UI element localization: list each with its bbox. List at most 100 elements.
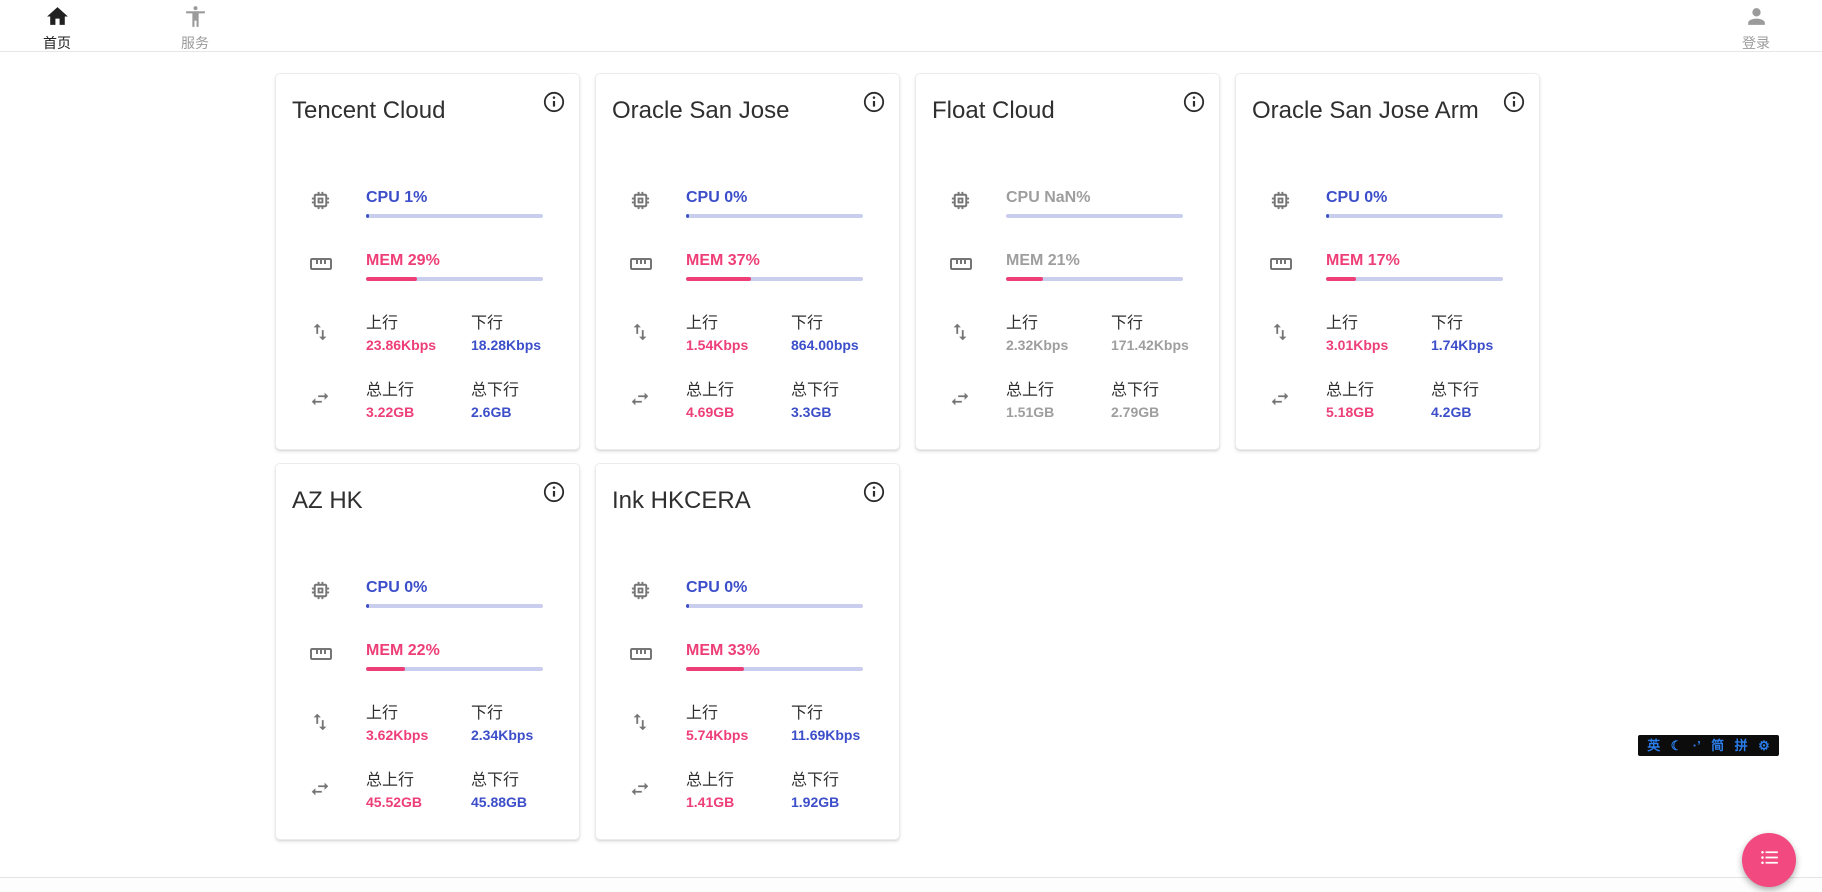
download-label: 下行 [1111,315,1144,332]
mem-progress [1326,277,1503,281]
nav-login-label: 登录 [1742,35,1770,51]
swap-horizontal-arrows-icon [309,778,366,805]
server-card: AZ HK CPU 0% [275,463,580,840]
ime-halfwidth-moon-icon[interactable]: ☾ [1670,738,1683,753]
cpu-block: CPU NaN% [1006,188,1183,218]
total-upload: 总上行 45.52GB [366,771,471,811]
cpu-progress [366,214,543,218]
total-download: 总下行 1.92GB [791,771,839,811]
speed-cols: 上行 2.32Kbps 下行 171.42Kbps [1006,314,1189,354]
server-grid: Tencent Cloud CPU 1% [275,73,1540,840]
total-upload-label: 总上行 [1326,382,1375,399]
cpu-progress-fill [366,214,369,218]
speed-row: 上行 3.01Kbps 下行 1.74Kbps [1269,314,1503,354]
upload-label: 上行 [366,705,399,722]
total-download: 总下行 3.3GB [791,381,839,421]
cpu-block: CPU 1% [366,188,543,218]
mem-block: MEM 37% [686,251,863,281]
total-cols: 总上行 4.69GB 总下行 3.3GB [686,381,863,421]
speed-row: 上行 5.74Kbps 下行 11.69Kbps [629,704,863,744]
mem-progress [686,277,863,281]
info-icon[interactable] [1502,90,1526,114]
upload-value: 2.32Kbps [1006,337,1069,353]
download-label: 下行 [791,705,824,722]
memory-ruler-icon [949,252,1006,281]
total-upload-value: 3.22GB [366,404,415,420]
mem-row: MEM 22% [309,641,543,671]
cpu-label: CPU 0% [1326,189,1388,206]
total-row: 总上行 1.41GB 总下行 1.92GB [629,771,863,811]
info-icon[interactable] [862,480,886,504]
nav-services-label: 服务 [181,35,209,51]
total-cols: 总上行 3.22GB 总下行 2.6GB [366,381,543,421]
total-download-value: 3.3GB [791,404,832,420]
server-list-fab-button[interactable] [1742,833,1796,887]
total-upload-label: 总上行 [1006,382,1055,399]
info-icon[interactable] [1182,90,1206,114]
info-icon[interactable] [542,90,566,114]
ime-settings-gear-icon[interactable]: ⚙ [1758,738,1770,753]
speed-row: 上行 3.62Kbps 下行 2.34Kbps [309,704,543,744]
nav-item-home[interactable]: 首页 [25,0,89,51]
download-value: 171.42Kbps [1111,337,1189,353]
mem-progress [366,667,543,671]
mem-label: MEM 21% [1006,252,1080,269]
total-upload-value: 1.51GB [1006,404,1055,420]
total-cols: 总上行 1.41GB 总下行 1.92GB [686,771,863,811]
speed-cols: 上行 1.54Kbps 下行 864.00bps [686,314,863,354]
total-row: 总上行 3.22GB 总下行 2.6GB [309,381,543,421]
nav-item-services[interactable]: 服务 [163,0,227,51]
cpu-label: CPU 0% [366,579,428,596]
server-name: Ink HKCERA [612,487,751,514]
total-upload-label: 总上行 [366,382,415,399]
total-row: 总上行 4.69GB 总下行 3.3GB [629,381,863,421]
ime-simplified-chinese[interactable]: 简 [1711,738,1725,753]
ime-punctuation-mode[interactable]: ·’ [1692,738,1701,753]
server-stats: CPU NaN% MEM 21% [949,188,1189,421]
mem-row: MEM 17% [1269,251,1503,281]
footer-bar [0,877,1822,892]
cpu-block: CPU 0% [686,578,863,608]
server-name: Oracle San Jose Arm [1252,97,1479,124]
upload-value: 5.74Kbps [686,727,749,743]
upload-speed: 上行 1.54Kbps [686,314,791,354]
memory-ruler-icon [629,642,686,671]
mem-progress [366,277,543,281]
info-icon[interactable] [862,90,886,114]
server-card: Oracle San Jose Arm CPU 0% [1235,73,1540,450]
download-speed: 下行 2.34Kbps [471,704,533,744]
ime-pinyin-mode[interactable]: 拼 [1734,738,1748,753]
upload-value: 1.54Kbps [686,337,749,353]
upload-speed: 上行 2.32Kbps [1006,314,1111,354]
speed-cols: 上行 23.86Kbps 下行 18.28Kbps [366,314,543,354]
import-export-arrows-icon [949,321,1006,348]
cpu-row: CPU 0% [309,578,543,608]
mem-block: MEM 33% [686,641,863,671]
total-cols: 总上行 1.51GB 总下行 2.79GB [1006,381,1183,421]
upload-value: 3.01Kbps [1326,337,1389,353]
cpu-label: CPU 0% [686,579,748,596]
memory-ruler-icon [309,642,366,671]
server-stats: CPU 0% MEM 33% [629,578,863,811]
server-stats: CPU 0% MEM 17% [1269,188,1503,421]
total-download-value: 2.79GB [1111,404,1160,420]
mem-row: MEM 33% [629,641,863,671]
info-icon[interactable] [542,480,566,504]
mem-progress-fill [1006,277,1044,281]
total-download-label: 总下行 [471,772,520,789]
cpu-progress-fill [686,604,689,608]
ime-english-mode[interactable]: 英 [1647,738,1661,753]
mem-label: MEM 29% [366,252,440,269]
memory-ruler-icon [629,252,686,281]
mem-progress-fill [686,667,745,671]
cpu-progress-fill [686,214,689,218]
swap-horizontal-arrows-icon [629,778,686,805]
speed-cols: 上行 5.74Kbps 下行 11.69Kbps [686,704,863,744]
mem-label: MEM 37% [686,252,760,269]
swap-horizontal-arrows-icon [1269,388,1326,415]
total-upload-label: 总上行 [686,772,735,789]
nav-item-login[interactable]: 登录 [1724,0,1788,51]
nav-home-label: 首页 [43,35,71,51]
total-cols: 总上行 45.52GB 总下行 45.88GB [366,771,543,811]
mem-label: MEM 22% [366,642,440,659]
